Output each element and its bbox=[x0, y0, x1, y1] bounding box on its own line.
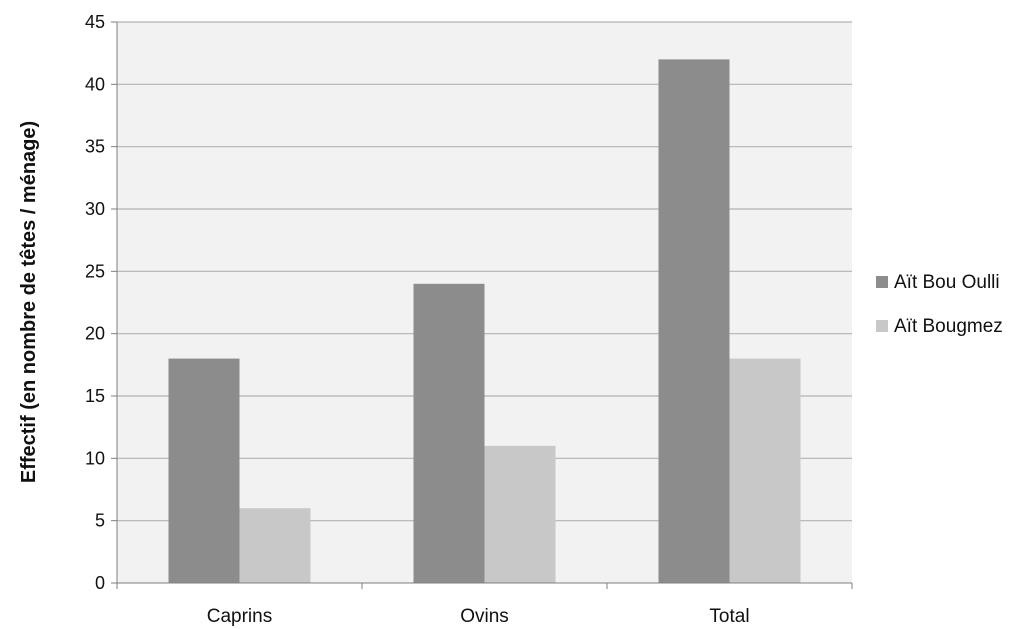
y-tick-label: 30 bbox=[85, 199, 105, 219]
y-tick-labels: 0 5 10 15 20 25 30 35 40 45 bbox=[85, 12, 117, 593]
y-tick-label: 25 bbox=[85, 261, 105, 281]
bar-series-2-ovins bbox=[484, 445, 556, 583]
y-tick-label: 45 bbox=[85, 12, 105, 32]
x-category-label: Caprins bbox=[207, 606, 272, 627]
legend-swatch bbox=[876, 276, 888, 288]
bar-series-1-total bbox=[658, 59, 730, 583]
y-tick-label: 15 bbox=[85, 386, 105, 406]
y-tick-label: 5 bbox=[95, 511, 105, 531]
y-tick-label: 20 bbox=[85, 324, 105, 344]
y-tick-label: 0 bbox=[95, 573, 105, 593]
y-axis-title: Effectif (en nombre de têtes / ménage) bbox=[18, 121, 40, 483]
x-tick-marks bbox=[116, 583, 853, 589]
y-tick-label: 40 bbox=[85, 74, 105, 94]
x-category-label: Ovins bbox=[460, 606, 509, 627]
legend: Aït Bou Oulli Aït Bougmez bbox=[876, 272, 1003, 337]
x-category-labels: Caprins Ovins Total bbox=[207, 606, 750, 627]
legend-label: Aït Bougmez bbox=[894, 316, 1003, 337]
legend-label: Aït Bou Oulli bbox=[894, 272, 1000, 293]
bars bbox=[168, 59, 801, 583]
bar-series-2-total bbox=[729, 358, 801, 583]
y-tick-label: 35 bbox=[85, 137, 105, 157]
bar-series-1-ovins bbox=[413, 283, 485, 583]
bar-series-2-caprins bbox=[239, 508, 311, 583]
legend-swatch bbox=[876, 320, 888, 332]
bar-series-1-caprins bbox=[168, 358, 240, 583]
x-category-label: Total bbox=[709, 606, 749, 627]
y-tick-label: 10 bbox=[85, 448, 105, 468]
axes bbox=[116, 22, 852, 584]
